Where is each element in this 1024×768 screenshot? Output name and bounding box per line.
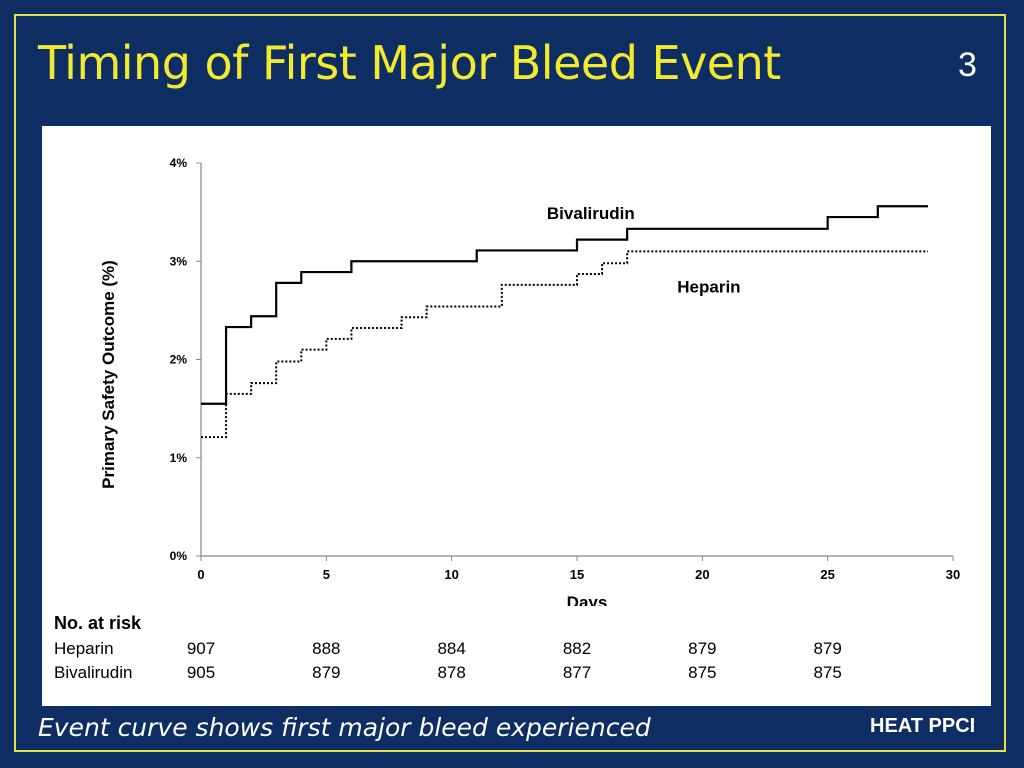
x-tick-label: 15 xyxy=(570,567,584,582)
y-axis-label: Primary Safety Outcome (%) xyxy=(99,260,118,489)
x-tick-label: 30 xyxy=(946,567,960,582)
risk-value: 907 xyxy=(186,639,216,658)
risk-value: 882 xyxy=(562,639,592,658)
risk-value: 888 xyxy=(312,639,341,658)
slide-caption: Event curve shows first major bleed expe… xyxy=(38,713,651,742)
chart-panel: 0% 1% 2% 3% 4% 0 5 10 15 20 25 30 Days Primary Safety… xyxy=(42,126,991,706)
slide-number: 3 xyxy=(958,46,977,84)
risk-value: 875 xyxy=(813,663,842,682)
risk-table-title: No. at risk xyxy=(54,613,142,633)
x-tick-label: 0 xyxy=(197,567,204,582)
x-axis-label: Days xyxy=(567,593,608,606)
series-label-heparin: Heparin xyxy=(677,278,740,297)
risk-value: 879 xyxy=(813,639,842,658)
series-line-heparin xyxy=(201,250,928,439)
series-line-bivalirudin xyxy=(201,205,928,405)
risk-value: 875 xyxy=(688,663,717,682)
risk-value: 879 xyxy=(312,663,341,682)
km-chart: 0% 1% 2% 3% 4% 0 5 10 15 20 25 30 Days Primary Safety… xyxy=(99,156,960,606)
y-tick-label: 2% xyxy=(170,353,188,367)
x-tick-label: 5 xyxy=(323,567,330,582)
x-tick-label: 10 xyxy=(444,567,458,582)
slide-title: Timing of First Major Bleed Event xyxy=(38,36,781,90)
x-tick-label: 20 xyxy=(695,567,709,582)
y-tick-label: 0% xyxy=(170,549,188,563)
risk-value: 879 xyxy=(688,639,717,658)
y-tick-label: 1% xyxy=(170,451,188,465)
x-tick-label: 25 xyxy=(820,567,834,582)
risk-row-label-bivalirudin: Bivalirudin xyxy=(54,663,133,682)
risk-row-label-heparin: Heparin xyxy=(54,639,114,658)
risk-value: 878 xyxy=(437,663,466,682)
brand-label: HEAT PPCI xyxy=(870,715,976,737)
y-tick-label: 3% xyxy=(170,254,188,268)
risk-value: 884 xyxy=(437,639,466,658)
risk-value: 877 xyxy=(562,663,592,682)
risk-value: 905 xyxy=(186,663,216,682)
series-label-bivalirudin: Bivalirudin xyxy=(547,204,635,223)
y-tick-label: 4% xyxy=(170,156,188,170)
slide-border xyxy=(14,14,1006,752)
